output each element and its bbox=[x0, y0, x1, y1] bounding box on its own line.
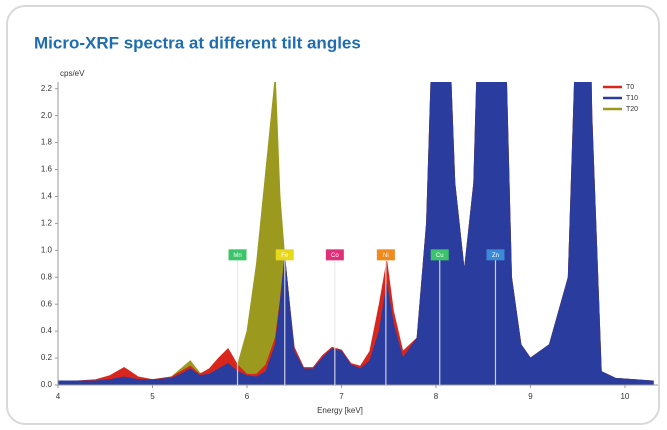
x-tick-label: 4 bbox=[56, 392, 61, 401]
y-axis-label: cps/eV bbox=[60, 69, 85, 78]
element-label: Cu bbox=[436, 253, 444, 259]
y-tick-label: 0.8 bbox=[41, 272, 53, 281]
y-tick-label: 0.2 bbox=[41, 353, 53, 362]
x-tick-label: 6 bbox=[245, 392, 250, 401]
x-axis-label: Energy [keV] bbox=[317, 406, 363, 415]
y-tick-label: 1.2 bbox=[41, 219, 53, 228]
y-tick-label: 2.2 bbox=[41, 84, 53, 93]
element-tag bbox=[325, 249, 344, 261]
plot-area bbox=[57, 82, 654, 386]
y-tick-label: 1.6 bbox=[41, 165, 53, 174]
overlay: 0.0 0.2 0.4 0.6 0.8 1.0 1.2 1.4 1.6 1.8 2.0 2.2 4 5 6 7… bbox=[41, 82, 658, 401]
element-label: Ni bbox=[383, 253, 389, 259]
element-label: Mn bbox=[233, 253, 241, 259]
legend-label: T20 bbox=[626, 106, 638, 113]
x-tick-label: 10 bbox=[620, 392, 629, 401]
chart-title: Micro-XRF spectra at different tilt angl… bbox=[34, 33, 361, 52]
x-tick-label: 7 bbox=[339, 392, 344, 401]
x-tick-label: 8 bbox=[434, 392, 439, 401]
y-tick-label: 1.0 bbox=[41, 245, 53, 254]
y-tick-label: 1.8 bbox=[41, 138, 53, 147]
spectrum-area bbox=[57, 82, 654, 386]
element-tag bbox=[430, 249, 449, 261]
element-label: Co bbox=[331, 253, 339, 259]
y-tick-label: 0.6 bbox=[41, 299, 53, 308]
element-label: Fe bbox=[281, 253, 289, 259]
y-tick-label: 2.0 bbox=[41, 111, 53, 120]
element-tag bbox=[275, 249, 294, 261]
legend-label: T10 bbox=[626, 95, 638, 102]
element-tag bbox=[486, 249, 505, 261]
x-tick-label: 5 bbox=[150, 392, 155, 401]
x-tick-label: 9 bbox=[528, 392, 533, 401]
y-tick-label: 1.4 bbox=[41, 192, 53, 201]
y-tick-label: 0.4 bbox=[41, 326, 53, 335]
legend-label: T0 bbox=[626, 84, 634, 91]
element-tag bbox=[228, 249, 247, 261]
element-label: Zn bbox=[492, 253, 499, 259]
y-tick-label: 0.0 bbox=[41, 380, 53, 389]
element-tag bbox=[376, 249, 395, 261]
